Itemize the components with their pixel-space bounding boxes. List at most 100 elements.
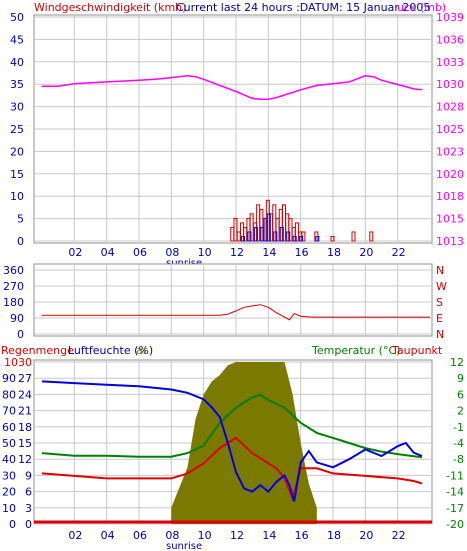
mid-tick-label: 9	[25, 469, 32, 482]
x-tick-label: 20	[359, 529, 373, 542]
humidity-tick-label: 90	[2, 372, 16, 385]
x-tick-label: 06	[133, 529, 147, 542]
temperature-tick-label: -20	[446, 518, 464, 531]
chart-title: Current last 24 hours :DATUM: 15 Januar …	[176, 1, 430, 14]
x-tick-label: 10	[198, 246, 212, 259]
mid-tick-label: 0	[25, 518, 32, 531]
temperature-tick-label: -4	[453, 437, 464, 450]
mid-tick-label: 27	[18, 372, 32, 385]
mid-tick-label: 12	[18, 453, 32, 466]
temperature-tick-label: -1	[453, 421, 464, 434]
x-tick-label: 18	[327, 529, 341, 542]
temperature-line	[41, 393, 423, 459]
x-tick-label: 20	[359, 246, 373, 259]
humidity-axis-title: Luftfeuchte (%)	[68, 344, 153, 357]
wind-tick-label: 40	[10, 56, 24, 69]
temperature-tick-label: 12	[450, 356, 464, 369]
humidity-line	[41, 380, 423, 502]
humidity-tick-label: 10	[2, 502, 16, 515]
compass-tick-label: E	[436, 312, 443, 325]
x-tick-label: 14	[262, 246, 276, 259]
wind-tick-label: 20	[10, 145, 24, 158]
wind-axis-title: Windgeschwindigkeit (kmh)	[34, 1, 186, 14]
x-tick-label: 08	[165, 529, 179, 542]
sunrise-label-3: sunrise	[166, 541, 202, 551]
temperature-tick-label: 2	[457, 405, 464, 418]
x-tick-label: 08	[165, 246, 179, 259]
pressure-tick-label: 1018	[436, 190, 464, 203]
wind-tick-label: 35	[10, 78, 24, 91]
mid-tick-label: 6	[25, 486, 32, 499]
rain-mid-tick-label: 1030	[4, 356, 32, 369]
temperature-tick-label: 9	[457, 372, 464, 385]
x-tick-label: 18	[327, 246, 341, 259]
wind-tick-label: 0	[17, 235, 24, 248]
wind-gust-bar	[299, 235, 304, 242]
x-tick-label: 02	[68, 246, 82, 259]
compass-tick-label: N	[436, 328, 444, 341]
x-tick-label: 22	[392, 246, 406, 259]
humidity-tick-label: 40	[2, 453, 16, 466]
wind-tick-label: 45	[10, 33, 24, 46]
wind-speed-bar	[233, 217, 238, 242]
humidity-tick-label: 0	[9, 518, 16, 531]
pressure-tick-label: 1020	[436, 168, 464, 181]
mid-tick-label: 21	[18, 405, 32, 418]
x-tick-label: 16	[295, 529, 309, 542]
humidity-tick-label: 30	[2, 469, 16, 482]
temperature-axis-title: Temperatur (°C)	[311, 344, 400, 357]
x-tick-label: 22	[392, 529, 406, 542]
temperature-tick-label: -11	[446, 469, 464, 482]
x-tick-label: 06	[133, 246, 147, 259]
x-tick-label: 16	[295, 246, 309, 259]
humidity-tick-label: 80	[2, 388, 16, 401]
x-tick-label: 02	[68, 529, 82, 542]
temperature-tick-label: 6	[457, 388, 464, 401]
humidity-tick-label: 60	[2, 421, 16, 434]
pressure-tick-label: 1039	[436, 11, 464, 24]
pressure-tick-label: 1033	[436, 56, 464, 69]
wind-tick-label: 5	[17, 213, 24, 226]
wind-speed-bar	[369, 231, 374, 242]
temperature-tick-label: -17	[446, 502, 464, 515]
wind-gust-bar	[266, 213, 271, 242]
wind-gust-bar	[292, 235, 297, 242]
rain-unit-overlap: ar	[136, 344, 148, 357]
pressure-line	[42, 75, 422, 101]
humidity-tick-label: 20	[2, 486, 16, 499]
direction-tick-label: 270	[3, 280, 24, 293]
temperature-tick-label: -14	[446, 486, 464, 499]
wind-tick-label: 50	[10, 11, 24, 24]
x-tick-label: 04	[101, 246, 115, 259]
compass-tick-label: W	[436, 280, 447, 293]
compass-tick-label: S	[436, 296, 443, 309]
direction-tick-label: 360	[3, 264, 24, 277]
mid-tick-label: 15	[18, 437, 32, 450]
wind-speed-bar	[351, 231, 356, 242]
pressure-tick-label: 1013	[436, 235, 464, 248]
x-tick-label: 12	[230, 529, 244, 542]
wind-speed-bar	[330, 235, 335, 242]
direction-tick-label: 90	[10, 312, 24, 325]
mid-tick-label: 18	[18, 421, 32, 434]
rain-axis-title: Regenmenge	[1, 344, 74, 357]
panel2-plot-area	[33, 263, 433, 337]
wind-tick-label: 15	[10, 168, 24, 181]
wind-gust-bar	[279, 226, 284, 242]
wind-tick-label: 30	[10, 101, 24, 114]
dewpoint-line	[41, 436, 423, 502]
direction-tick-label: 180	[3, 296, 24, 309]
pressure-tick-label: 1030	[436, 78, 464, 91]
pressure-tick-label: 1028	[436, 101, 464, 114]
mid-tick-label: 3	[25, 502, 32, 515]
pressure-tick-label: 1023	[436, 145, 464, 158]
wind-gust-bar	[315, 235, 320, 242]
humidity-tick-label: 50	[2, 437, 16, 450]
wind-tick-label: 10	[10, 190, 24, 203]
pressure-tick-label: 1025	[436, 123, 464, 136]
wind-gust-bar	[247, 231, 252, 242]
